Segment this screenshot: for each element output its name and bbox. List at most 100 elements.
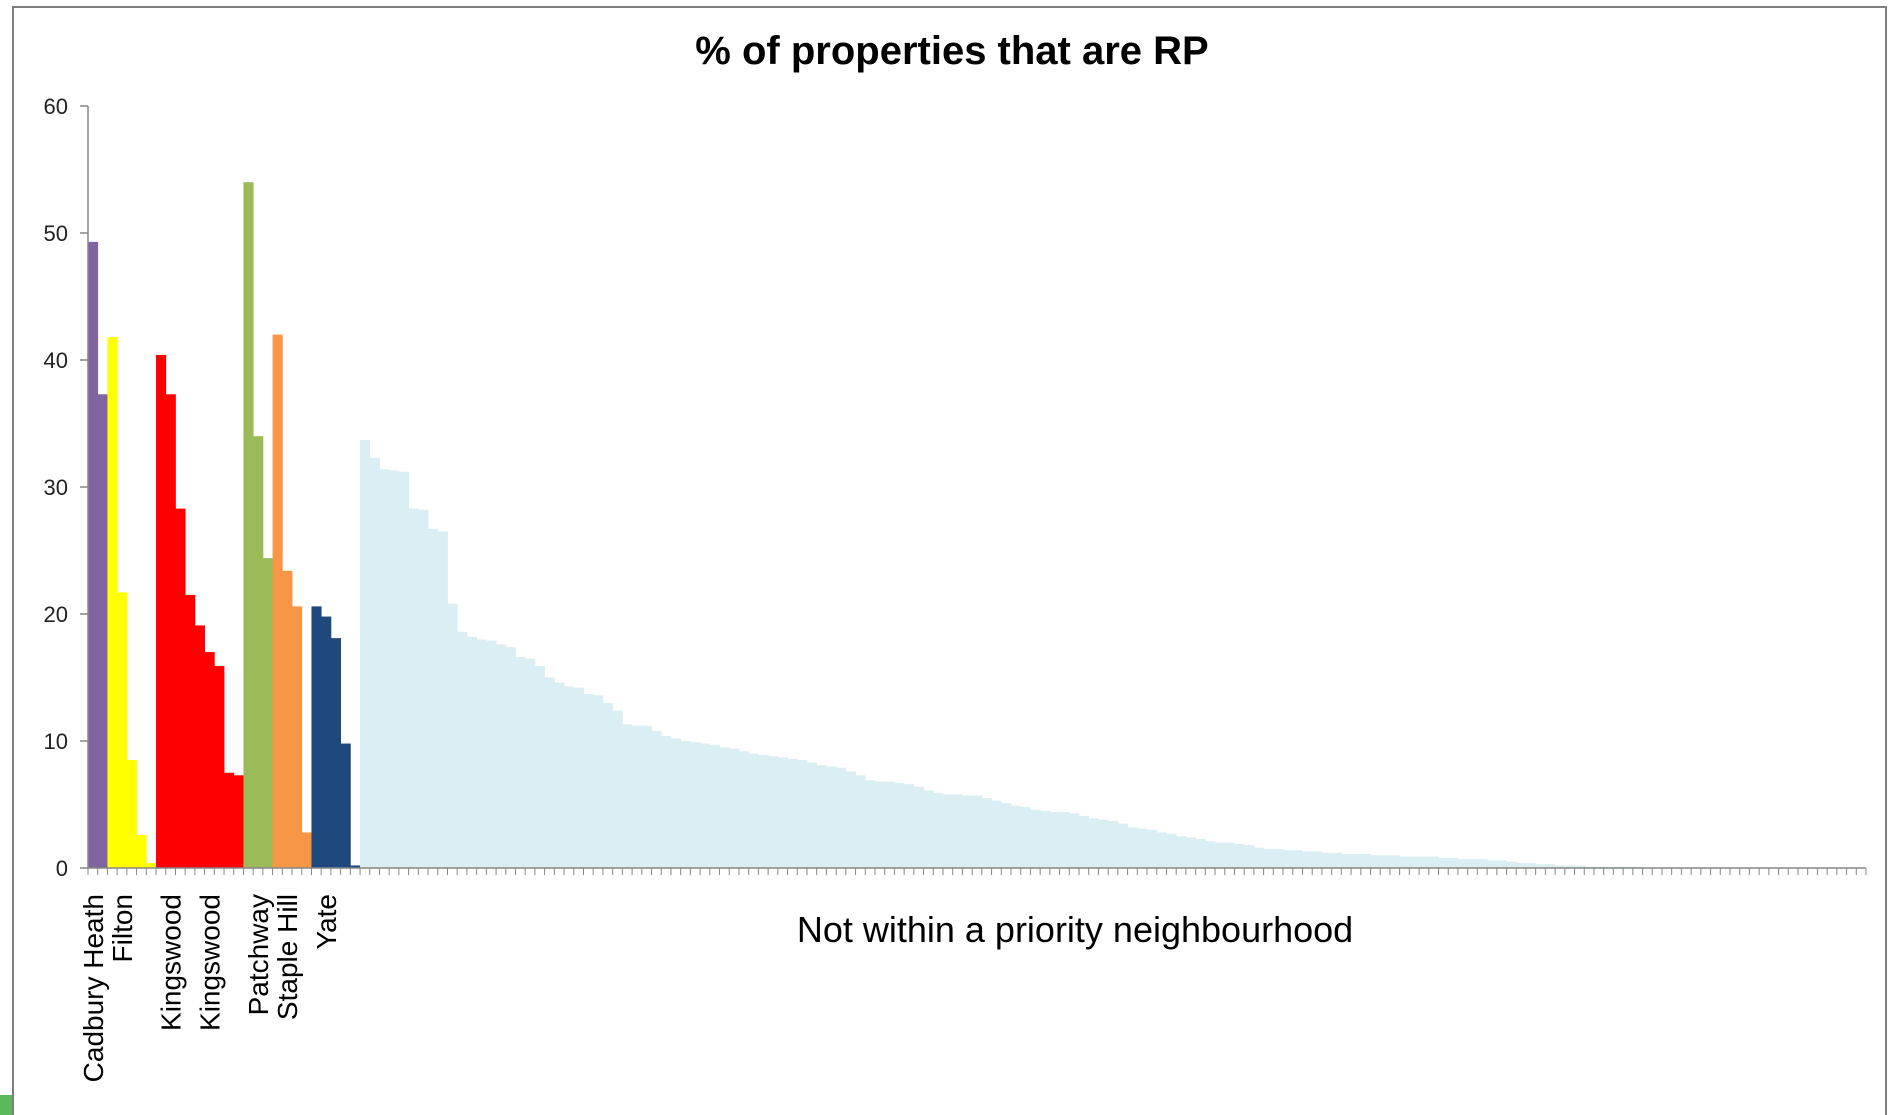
bar — [486, 640, 497, 868]
bar — [398, 471, 410, 868]
bar — [1127, 827, 1138, 868]
bar — [1545, 864, 1556, 868]
bar — [1059, 812, 1070, 868]
bar — [1098, 819, 1109, 868]
bar — [923, 790, 934, 868]
bar — [1564, 865, 1575, 868]
bar — [1137, 828, 1148, 868]
bar — [515, 657, 526, 868]
bar — [1516, 862, 1527, 868]
y-tick-label: 20 — [44, 602, 68, 627]
bar — [1496, 860, 1507, 868]
y-tick-label: 40 — [44, 348, 68, 373]
axes-group: 0 10 20 30 40 50 60 — [44, 94, 1867, 881]
bar — [175, 508, 186, 868]
bar — [525, 658, 536, 868]
bar — [1535, 864, 1546, 868]
bar — [282, 570, 293, 868]
bar — [913, 786, 924, 868]
category-label: Cadbury Heath — [78, 894, 109, 1082]
bar — [729, 748, 740, 868]
bar — [1351, 854, 1362, 868]
y-tick-label: 50 — [44, 221, 68, 246]
y-tick-label: 10 — [44, 729, 68, 754]
bar — [865, 780, 876, 868]
bar — [1438, 857, 1449, 868]
bar — [845, 771, 856, 868]
bar — [758, 754, 769, 868]
bar — [1419, 856, 1430, 868]
bar — [787, 758, 798, 868]
bar — [904, 784, 915, 868]
bar — [573, 687, 584, 868]
bar — [700, 743, 711, 868]
bar — [719, 747, 730, 868]
bar — [214, 666, 225, 868]
bar — [855, 775, 866, 868]
bar — [262, 558, 274, 868]
bar — [1049, 812, 1060, 868]
bar — [146, 862, 157, 868]
bar — [738, 751, 750, 868]
bar — [1409, 856, 1420, 868]
bar — [894, 782, 905, 868]
corner-mark — [0, 1095, 12, 1115]
bar — [165, 394, 176, 868]
bar — [1108, 821, 1119, 868]
bar — [884, 781, 895, 868]
bar — [933, 793, 944, 868]
bar — [340, 743, 351, 868]
bar — [1224, 842, 1235, 868]
bar — [360, 440, 371, 868]
bar — [1331, 852, 1342, 868]
bar — [942, 794, 954, 868]
bar — [1574, 865, 1585, 868]
bar — [292, 606, 303, 868]
bar — [661, 735, 672, 868]
band-label: Not within a priority neighbourhood — [797, 909, 1353, 950]
bar — [369, 457, 380, 868]
bar — [622, 724, 633, 868]
bar — [194, 625, 205, 868]
bar — [1292, 850, 1303, 868]
bar — [826, 766, 837, 868]
bar — [1244, 845, 1255, 868]
bar — [1069, 813, 1080, 868]
category-label: Filton — [107, 894, 138, 962]
bar — [981, 798, 992, 868]
bar — [1215, 842, 1226, 868]
bar — [544, 677, 555, 868]
bar — [680, 741, 691, 868]
bar — [534, 666, 546, 868]
bar — [1428, 856, 1439, 868]
bar — [1088, 818, 1099, 868]
bar — [1321, 852, 1333, 868]
bar — [350, 865, 361, 868]
bar — [476, 639, 487, 868]
bar — [437, 531, 448, 868]
bar — [1273, 848, 1284, 868]
bar — [1147, 829, 1158, 868]
bar — [768, 756, 779, 868]
bar — [1302, 851, 1313, 868]
bar — [1195, 838, 1206, 868]
bar — [1176, 836, 1187, 868]
bar — [1370, 855, 1381, 868]
bar — [428, 528, 439, 868]
bar — [224, 772, 235, 868]
bar — [466, 636, 478, 868]
bar — [1030, 809, 1041, 868]
bar — [1234, 843, 1245, 868]
bar — [602, 702, 614, 868]
bar — [233, 775, 244, 868]
bar — [1205, 841, 1216, 868]
bar — [88, 241, 99, 868]
bar — [505, 647, 516, 868]
bar — [97, 394, 108, 868]
bar — [1457, 859, 1469, 868]
bar — [457, 631, 468, 868]
bar — [1389, 855, 1401, 868]
chart-frame — [12, 6, 1887, 1115]
category-label: Yate — [311, 894, 342, 950]
